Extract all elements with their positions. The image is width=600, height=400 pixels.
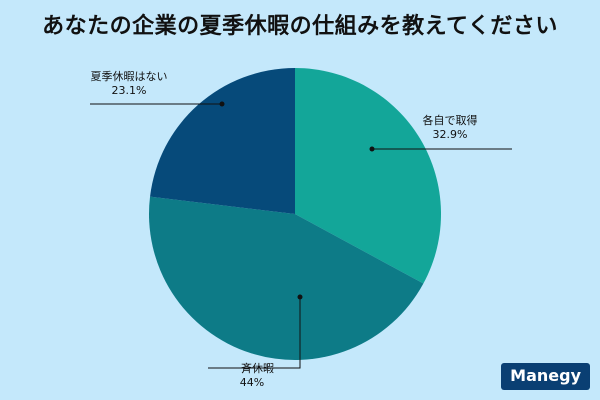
slice-label-2: 一斉休暇	[230, 361, 274, 375]
pie-slice-2	[148, 196, 424, 360]
chart-title: あなたの企業の夏季休暇の仕組みを教えてください	[42, 14, 558, 39]
slice-label-3: 夏季休暇はない	[91, 70, 168, 83]
slice-value-2: 44%	[240, 376, 264, 389]
pie-slice-3	[150, 68, 295, 214]
pie-slice-1	[295, 68, 441, 284]
slice-label-1: 各自で取得	[423, 113, 478, 127]
leader-line-2	[208, 297, 301, 369]
manegy-logo: Manegy	[501, 363, 590, 390]
slice-value-1: 32.9%	[433, 128, 468, 141]
slice-value-3: 23.1%	[112, 84, 147, 97]
